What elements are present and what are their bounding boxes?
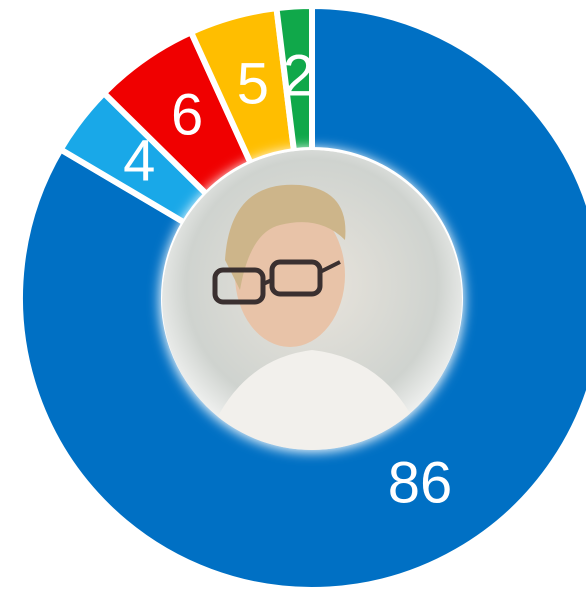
value-label: 5 (237, 51, 269, 116)
donut (17, 2, 586, 590)
value-label: 6 (171, 83, 203, 148)
value-label: 86 (388, 451, 453, 516)
value-label: 4 (123, 128, 155, 193)
center-photo (160, 148, 464, 452)
labels: 86 46 5 2 (123, 44, 452, 516)
value-label: 2 (283, 44, 315, 109)
